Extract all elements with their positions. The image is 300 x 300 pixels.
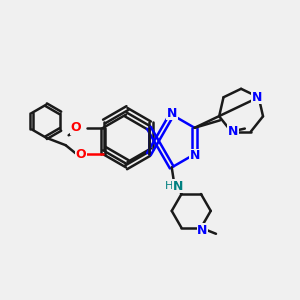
Text: O: O	[75, 148, 86, 161]
Text: N: N	[172, 180, 183, 193]
Text: N: N	[189, 149, 200, 162]
Text: N: N	[228, 125, 238, 138]
Text: N: N	[167, 106, 177, 120]
Text: N: N	[197, 224, 208, 237]
Text: O: O	[71, 121, 81, 134]
Text: H: H	[164, 181, 173, 191]
Text: N: N	[252, 91, 262, 104]
